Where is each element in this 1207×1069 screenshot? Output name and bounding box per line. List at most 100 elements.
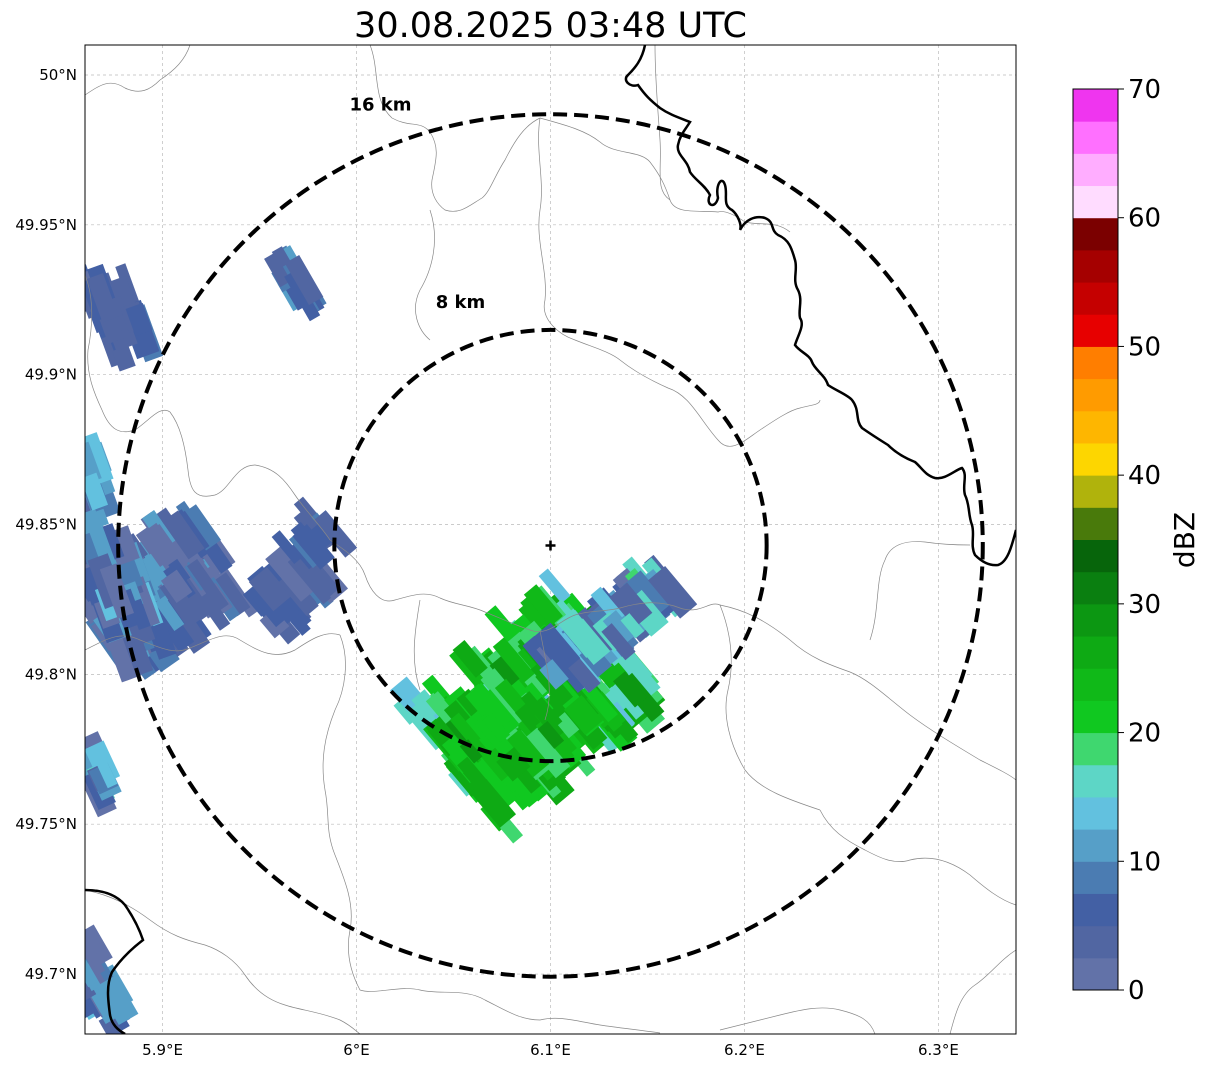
colorbar-swatch <box>1073 442 1118 476</box>
echo-gate <box>532 622 581 674</box>
municipal-boundaries <box>85 45 1016 1034</box>
radar-site-marker <box>545 540 556 551</box>
echo-gate <box>166 540 191 568</box>
gridlines <box>85 45 1016 1034</box>
colorbar-swatch <box>1073 282 1118 315</box>
echo-gate <box>457 756 488 789</box>
echo-gate <box>489 655 521 689</box>
lat-tick-label: 49.85°N <box>15 516 77 534</box>
lon-tick-label: 6.3°E <box>918 1041 959 1059</box>
colorbar-swatch <box>1073 539 1118 573</box>
echo-gate <box>86 273 119 323</box>
map-panel: 16 km 8 km 50°N 49.95°N 49.9°N 49.85°N 49.8°N… <box>15 44 1017 1059</box>
national-borders <box>85 45 1016 1034</box>
echo-west-patch-2 <box>271 496 358 571</box>
colorbar-ticks: 0 10 20 30 40 50 60 70 <box>1118 75 1161 1006</box>
colorbar-swatch <box>1073 185 1118 219</box>
echo-gate <box>474 713 517 761</box>
echo-gate <box>107 636 142 683</box>
echo-gate <box>602 610 637 646</box>
lat-tick-label: 49.75°N <box>15 815 77 833</box>
colorbar-tick-label: 70 <box>1128 75 1161 105</box>
range-ring <box>116 112 985 979</box>
echo-gate <box>287 555 332 605</box>
colorbar-label: dBZ <box>1168 512 1201 568</box>
echo-gate <box>85 482 93 522</box>
echo-gate <box>284 254 324 306</box>
map-frame <box>84 44 1017 1035</box>
echo-gate <box>523 727 571 779</box>
lon-tick-label: 6.2°E <box>724 1041 765 1059</box>
echo-gate <box>51 482 81 512</box>
echo-gate <box>474 758 518 807</box>
colorbar-swatch <box>1073 314 1118 347</box>
echo-sw-patch <box>85 731 122 818</box>
echo-gate <box>467 730 514 782</box>
echo-gate <box>503 728 550 778</box>
echo-gate <box>96 974 139 1026</box>
echo-gate <box>623 570 670 620</box>
map-title: 30.08.2025 03:48 UTC <box>354 6 747 46</box>
echo-gate <box>452 640 488 678</box>
echo-band-edge <box>51 432 177 683</box>
colorbar-tick-label: 0 <box>1128 976 1145 1006</box>
echo-gate <box>85 975 97 1002</box>
range-ring <box>332 327 769 764</box>
echo-gate <box>168 558 191 584</box>
colorbar-swatch <box>1073 571 1118 605</box>
echo-gate <box>648 566 698 619</box>
colorbar-swatch <box>1073 378 1118 412</box>
lon-tick-label: 6.1°E <box>530 1041 571 1059</box>
colorbar-tick-label: 50 <box>1128 332 1161 362</box>
colorbar-swatch <box>1073 153 1118 187</box>
colorbar-tick-label: 30 <box>1128 590 1161 620</box>
colorbar-swatch <box>1073 217 1118 251</box>
lat-tick-label: 49.9°N <box>25 366 77 384</box>
range-rings: 16 km 8 km <box>116 94 985 979</box>
colorbar-tick-label: 40 <box>1128 461 1161 491</box>
echo-gate <box>492 637 535 684</box>
echo-gate <box>160 569 193 603</box>
colorbar-swatch <box>1073 410 1118 444</box>
colorbar-swatches <box>1073 89 1118 991</box>
echo-gate <box>252 589 288 628</box>
colorbar: 0 10 20 30 40 50 60 70 dBZ <box>1072 75 1201 1006</box>
echo-gate <box>85 508 114 567</box>
echo-gate <box>162 510 205 560</box>
colorbar-swatch <box>1073 957 1118 991</box>
colorbar-swatch <box>1073 249 1118 283</box>
colorbar-swatch <box>1073 89 1118 122</box>
echo-gate <box>612 671 647 708</box>
echo-gate <box>265 544 319 602</box>
echo-nw-patch <box>85 263 164 372</box>
colorbar-swatch <box>1073 507 1118 540</box>
echo-gate <box>187 558 229 612</box>
echo-gate <box>85 532 100 566</box>
echo-gate <box>482 712 511 743</box>
echo-cell-ne-arm <box>522 554 698 694</box>
colorbar-swatch <box>1073 861 1118 894</box>
echo-gate <box>99 563 135 619</box>
colorbar-tick-label: 60 <box>1128 204 1161 234</box>
colorbar-swatch <box>1073 668 1118 701</box>
echo-gate <box>139 553 167 585</box>
echo-gate <box>129 598 151 630</box>
echo-gate <box>523 584 563 627</box>
colorbar-tick-label: 10 <box>1128 847 1161 877</box>
colorbar-swatch <box>1073 121 1118 154</box>
echo-gate <box>85 472 109 511</box>
echo-gate <box>264 252 292 288</box>
colorbar-swatch <box>1073 893 1118 927</box>
echo-gate <box>538 568 571 604</box>
echo-gate <box>470 778 517 828</box>
echo-gate <box>563 694 603 736</box>
colorbar-swatch <box>1073 603 1118 637</box>
echo-gate <box>271 530 303 564</box>
echo-gate <box>141 522 182 570</box>
colorbar-swatch <box>1073 700 1118 734</box>
latitude-ticks: 50°N 49.95°N 49.9°N 49.85°N 49.8°N 49.75°N 49.… <box>15 66 77 983</box>
echo-gate <box>180 504 222 551</box>
echo-gate <box>411 689 442 721</box>
echo-gate <box>248 566 292 612</box>
echo-gate <box>537 720 565 749</box>
